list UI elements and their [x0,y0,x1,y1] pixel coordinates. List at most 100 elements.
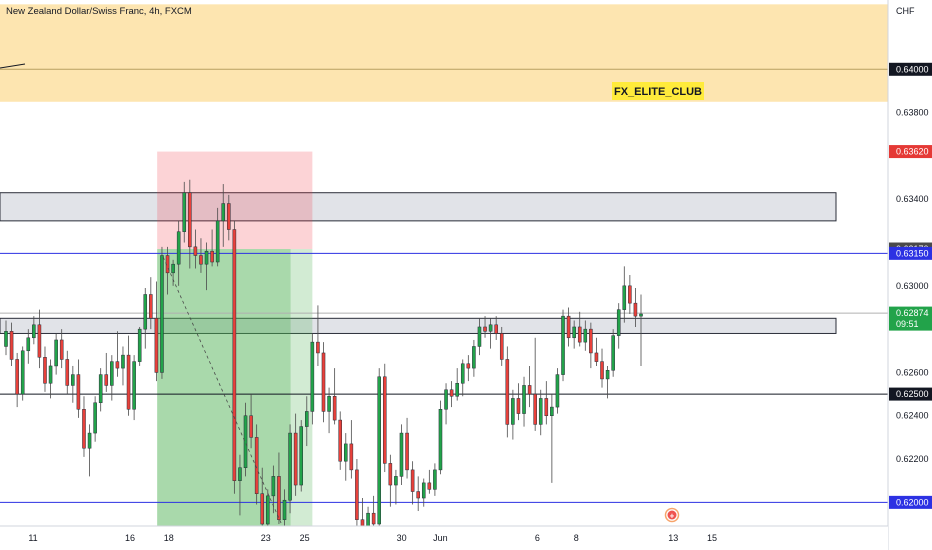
candle[interactable] [199,238,203,273]
candle[interactable] [577,311,582,347]
candle[interactable] [321,342,326,423]
candle[interactable] [388,454,393,507]
candle[interactable] [555,368,560,414]
candle[interactable] [438,400,443,475]
candle[interactable] [639,294,643,366]
candle[interactable] [54,333,58,375]
candle[interactable] [527,365,532,408]
candle[interactable] [154,281,159,382]
candle[interactable] [410,461,415,505]
candle[interactable] [594,337,599,366]
candle[interactable] [427,469,432,494]
candle[interactable] [171,259,175,286]
candle[interactable] [332,368,337,425]
candle[interactable] [433,463,437,496]
candle[interactable] [316,305,320,366]
candle[interactable] [277,452,281,525]
candle[interactable] [305,396,309,447]
candle[interactable] [600,348,604,388]
candle[interactable] [382,363,387,473]
candle[interactable] [371,495,376,526]
candle[interactable] [93,396,97,442]
zone-resistance-box[interactable] [0,192,837,222]
candle[interactable] [522,376,526,427]
candle[interactable] [210,229,214,267]
candle[interactable] [616,303,621,349]
candle[interactable] [26,329,31,364]
candle[interactable] [193,229,198,269]
candle[interactable] [149,277,153,330]
candle[interactable] [460,359,465,397]
candle[interactable] [477,318,482,356]
position-target-zone[interactable] [157,249,291,526]
candle[interactable] [76,359,81,418]
candle[interactable] [249,394,253,449]
candle[interactable] [98,368,103,412]
candle[interactable] [605,365,610,399]
candle[interactable] [215,207,220,267]
candle[interactable] [550,394,554,483]
candle[interactable] [349,420,354,479]
candle[interactable] [299,420,304,492]
candle[interactable] [65,350,70,395]
candle[interactable] [282,489,287,526]
candle[interactable] [176,220,181,286]
candle[interactable] [121,346,125,386]
candle[interactable] [544,381,549,425]
candle[interactable] [132,355,136,421]
candle[interactable] [472,339,476,377]
candle[interactable] [243,402,248,477]
candle[interactable] [455,368,459,401]
candle[interactable] [288,424,292,514]
candle[interactable] [188,179,192,269]
candle[interactable] [444,383,448,425]
candle[interactable] [204,242,209,291]
candle[interactable] [494,316,498,340]
candle[interactable] [622,266,627,323]
candle[interactable] [82,396,86,457]
candle[interactable] [15,352,19,408]
candle[interactable] [260,467,265,526]
candle[interactable] [20,346,25,401]
candle[interactable] [48,359,53,399]
candle[interactable] [115,331,120,377]
candle[interactable] [416,476,420,512]
price-axis[interactable]: 0.63800 0.63400 0.63000 0.62600 0.62400 0.622… [896,108,929,464]
candles-layer[interactable] [4,179,643,527]
candle[interactable] [254,424,259,505]
candle[interactable] [566,307,571,347]
candle[interactable] [221,184,226,247]
candle[interactable] [310,333,315,425]
candle[interactable] [421,478,426,507]
candle[interactable] [394,469,398,505]
candle[interactable] [32,316,36,345]
candle[interactable] [611,329,615,377]
candle[interactable] [449,381,454,408]
candle[interactable] [488,318,493,349]
candle[interactable] [238,454,242,516]
candle[interactable] [377,368,381,526]
candle[interactable] [110,355,114,401]
candle[interactable] [499,326,504,366]
trendline-fragment[interactable] [0,63,26,69]
candle[interactable] [160,246,164,379]
candle[interactable] [266,489,270,526]
candle[interactable] [71,365,75,403]
candle[interactable] [366,506,370,527]
candle[interactable] [516,383,521,421]
candle[interactable] [399,424,404,486]
candle[interactable] [327,387,331,434]
candle[interactable] [561,309,565,382]
time-axis[interactable]: 11 16 18 23 25 30 Jun 6 8 13 15 [28,533,717,543]
candle[interactable] [37,309,42,369]
candle[interactable] [405,417,409,479]
candle[interactable] [43,346,47,392]
candle[interactable] [143,287,148,349]
candle[interactable] [533,337,537,431]
candle[interactable] [505,346,510,438]
candle[interactable] [182,181,187,243]
candle[interactable] [343,433,348,481]
candle[interactable] [466,355,471,382]
candle[interactable] [633,287,638,327]
